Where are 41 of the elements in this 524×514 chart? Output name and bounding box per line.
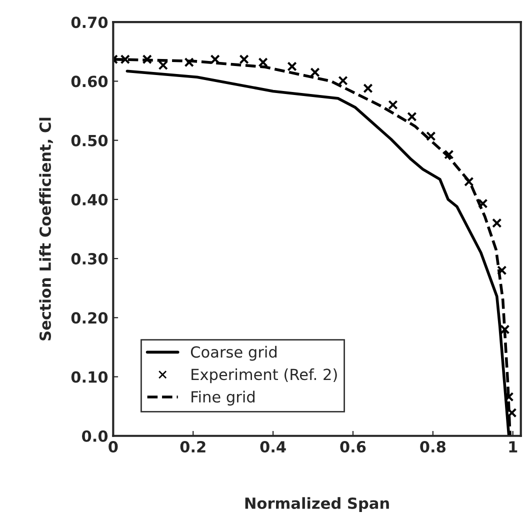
x-tick-label: 0.6 — [340, 441, 366, 453]
point — [444, 150, 454, 160]
point — [310, 67, 320, 78]
point — [507, 408, 517, 418]
y-tick-label: 0.20 — [71, 312, 108, 324]
point — [210, 54, 220, 64]
x-tick-label: 1 — [509, 441, 518, 452]
y-tick-label: 0.70 — [71, 16, 108, 28]
y-tick-label: 0.0 — [82, 430, 108, 442]
point — [492, 218, 502, 228]
x-tick-label: 0.4 — [260, 441, 286, 453]
point — [142, 54, 152, 64]
point — [464, 176, 474, 187]
y-axis-title: Section Lift Coefficient, Cl — [39, 118, 53, 340]
point — [338, 76, 348, 86]
x-tick-label: 0 — [108, 441, 118, 453]
y-tick-label: 0.60 — [71, 76, 108, 88]
legend-label: Experiment (Ref. 2) — [192, 368, 337, 384]
point — [363, 83, 373, 94]
point — [497, 266, 507, 276]
point — [239, 54, 249, 64]
point — [258, 57, 268, 68]
point — [158, 60, 168, 70]
y-tick-label: 0.40 — [71, 194, 108, 206]
y-tick-label: 0.50 — [71, 134, 108, 146]
y-tick-label: 0.10 — [71, 371, 108, 383]
point — [407, 112, 417, 122]
point — [287, 62, 297, 72]
point — [388, 100, 398, 110]
x-axis-title: Normalized Span — [245, 497, 389, 512]
legend-label: Fine grid — [192, 390, 254, 406]
x-tick-label: 0.2 — [180, 441, 206, 453]
x-tick-label: 0.8 — [420, 441, 446, 453]
point — [504, 392, 514, 402]
legend-label: Coarse grid — [190, 346, 276, 361]
point — [426, 131, 436, 142]
point — [500, 324, 510, 334]
y-tick-label: 0.30 — [71, 253, 108, 265]
point — [184, 57, 194, 68]
point — [120, 54, 130, 64]
point — [478, 198, 488, 208]
